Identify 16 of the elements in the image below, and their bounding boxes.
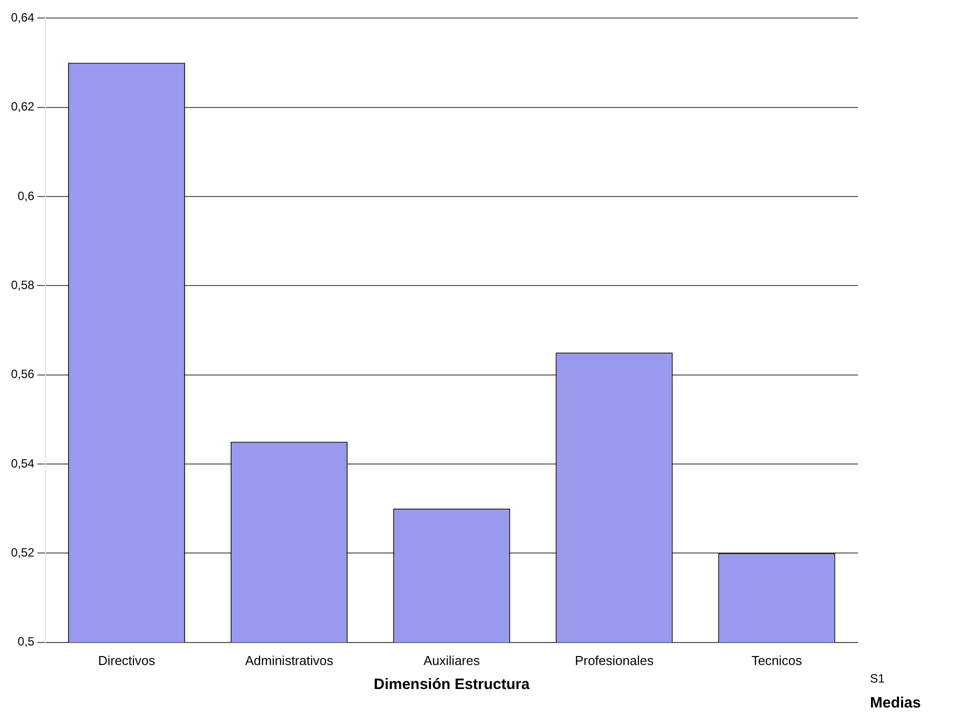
x-tick-label: Directivos bbox=[98, 652, 156, 668]
text: Medias bbox=[870, 694, 921, 712]
x-tick-label: Administrativos bbox=[245, 652, 334, 668]
x-tick-label: Auxiliares bbox=[424, 652, 480, 668]
y-tick-label: 0,64 bbox=[10, 10, 35, 25]
y-tick-label: 0,6 bbox=[18, 188, 35, 203]
y-tick-label: 0,54 bbox=[10, 456, 35, 470]
y-tick-label: 0,58 bbox=[10, 278, 35, 292]
y-tick-label: 0,52 bbox=[10, 546, 35, 560]
y-tick-label: 0,62 bbox=[10, 100, 35, 114]
text: S1 bbox=[870, 671, 886, 686]
x-axis-title: Dimensión Estructura bbox=[374, 676, 530, 694]
x-tick-label: Tecnicos bbox=[751, 652, 803, 668]
y-tick-label: 0,56 bbox=[10, 367, 35, 382]
y-tick-label: 0,5 bbox=[18, 634, 35, 649]
x-tick-label: Profesionales bbox=[574, 652, 654, 668]
